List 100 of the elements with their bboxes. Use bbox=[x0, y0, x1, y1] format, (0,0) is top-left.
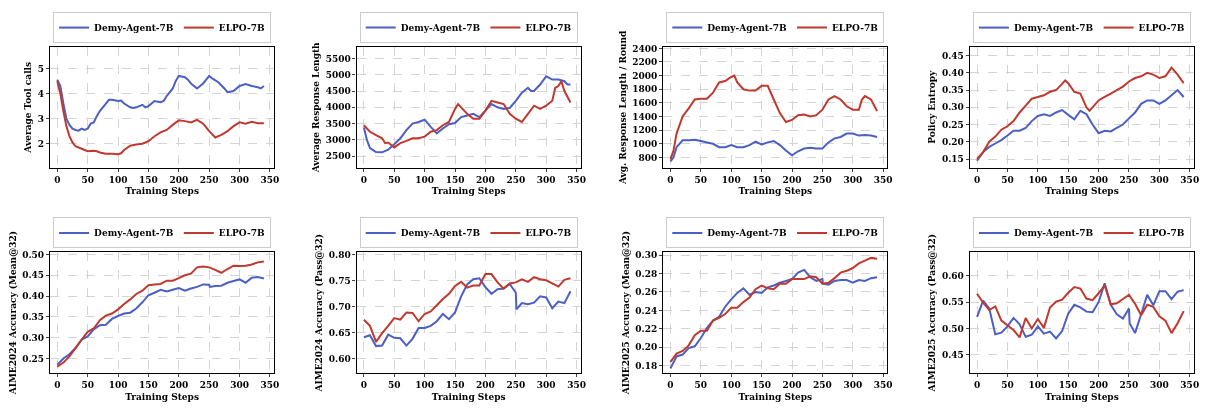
y-tick-label: 3500 bbox=[325, 118, 351, 129]
y-axis-title: Average Response Length bbox=[310, 41, 321, 174]
line-series bbox=[56, 260, 265, 368]
x-tick-label: 50 bbox=[694, 379, 708, 390]
x-tick-label: 200 bbox=[782, 174, 802, 185]
y-tick-label: 2200 bbox=[632, 57, 658, 68]
x-tick-label: 100 bbox=[1028, 379, 1048, 390]
x-tick-label: 150 bbox=[1058, 379, 1078, 390]
x-axis-title: Training Steps bbox=[431, 391, 506, 402]
x-tick-label: 250 bbox=[199, 379, 219, 390]
y-tick-label: 0.35 bbox=[22, 312, 45, 322]
y-tick-label: 2 bbox=[37, 138, 45, 149]
legend-label: Demy-Agent-7B bbox=[400, 228, 481, 239]
x-tick-label: 0 bbox=[667, 174, 674, 185]
x-tick-label: 100 bbox=[108, 379, 128, 390]
legend-label: ELPO-7B bbox=[218, 23, 265, 34]
line-series bbox=[669, 132, 879, 163]
x-tick-label: 150 bbox=[1058, 174, 1078, 185]
legend-label: ELPO-7B bbox=[218, 228, 265, 239]
line-series bbox=[56, 79, 265, 156]
y-tick-label: 0.45 bbox=[941, 50, 964, 61]
y-tick-label: 0.35 bbox=[941, 85, 964, 96]
x-tick-label: 50 bbox=[388, 174, 401, 185]
x-tick-label: 100 bbox=[415, 379, 435, 390]
y-axis-title: AIME2024 Accuracy (Mean@32) bbox=[7, 231, 18, 396]
y-axis-title: Avg. Response Length / Round bbox=[617, 29, 628, 186]
y-axis-title: AIME2025 Accuracy (Mean@32) bbox=[620, 231, 631, 396]
x-tick-label: 300 bbox=[536, 174, 556, 185]
x-tick-label: 300 bbox=[843, 379, 863, 390]
y-tick-label: 4 bbox=[37, 88, 45, 99]
y-axis-title: Policy Entropy bbox=[927, 70, 938, 144]
line-series bbox=[56, 275, 265, 366]
y-tick-label: 0.75 bbox=[328, 276, 351, 286]
line-series bbox=[976, 66, 1185, 160]
x-tick-label: 150 bbox=[139, 379, 158, 390]
y-tick-label: 5500 bbox=[325, 53, 351, 64]
y-tick-label: 0.50 bbox=[22, 249, 45, 260]
x-tick-label: 100 bbox=[721, 174, 741, 185]
y-tick-label: 0.70 bbox=[328, 301, 351, 312]
legend-label: ELPO-7B bbox=[1138, 23, 1185, 34]
x-tick-label: 100 bbox=[1028, 174, 1048, 185]
legend-label: ELPO-7B bbox=[832, 23, 879, 34]
y-tick-label: 0.25 bbox=[941, 119, 964, 130]
legend-label: Demy-Agent-7B bbox=[94, 228, 174, 239]
x-tick-label: 250 bbox=[199, 174, 219, 185]
y-tick-label: 1600 bbox=[632, 98, 658, 109]
y-tick-label: 0.45 bbox=[941, 349, 964, 360]
x-axis-title: Training Steps bbox=[125, 391, 199, 402]
x-tick-label: 350 bbox=[873, 379, 893, 390]
x-tick-label: 200 bbox=[169, 379, 189, 390]
x-tick-label: 250 bbox=[813, 174, 832, 185]
x-tick-label: 0 bbox=[360, 379, 368, 390]
x-tick-label: 100 bbox=[721, 379, 741, 390]
x-tick-label: 200 bbox=[1089, 174, 1108, 185]
x-tick-label: 350 bbox=[1180, 174, 1200, 185]
line-series bbox=[56, 74, 265, 132]
legend-label: Demy-Agent-7B bbox=[707, 228, 788, 239]
y-tick-label: 4000 bbox=[325, 102, 351, 113]
x-tick-label: 350 bbox=[567, 379, 586, 390]
y-tick-label: 0.15 bbox=[941, 154, 964, 165]
x-tick-label: 50 bbox=[388, 379, 401, 390]
x-tick-label: 150 bbox=[445, 379, 465, 390]
y-tick-label: 3000 bbox=[325, 135, 351, 146]
y-tick-label: 0.25 bbox=[22, 353, 45, 364]
y-tick-label: 0.50 bbox=[941, 323, 964, 334]
x-tick-label: 350 bbox=[873, 174, 893, 185]
x-tick-label: 300 bbox=[843, 174, 863, 185]
x-axis-title: Training Steps bbox=[1045, 186, 1119, 197]
y-tick-label: 0.80 bbox=[328, 250, 351, 261]
x-tick-label: 0 bbox=[667, 379, 674, 390]
y-tick-label: 0.18 bbox=[635, 360, 658, 371]
x-tick-label: 300 bbox=[536, 379, 556, 390]
x-tick-label: 300 bbox=[1149, 174, 1169, 185]
x-tick-label: 200 bbox=[1089, 379, 1108, 390]
x-tick-label: 250 bbox=[506, 379, 526, 390]
x-axis-title: Training Steps bbox=[431, 186, 506, 197]
x-tick-label: 200 bbox=[782, 379, 802, 390]
x-tick-label: 150 bbox=[752, 379, 772, 390]
y-tick-label: 1200 bbox=[632, 125, 658, 136]
y-tick-label: 0.20 bbox=[941, 136, 964, 147]
y-tick-label: 0.60 bbox=[941, 271, 964, 282]
x-tick-label: 0 bbox=[973, 379, 981, 390]
y-tick-label: 0.26 bbox=[635, 287, 658, 298]
x-tick-label: 150 bbox=[139, 174, 158, 185]
legend-label: ELPO-7B bbox=[1138, 228, 1185, 239]
x-tick-label: 350 bbox=[1180, 379, 1200, 390]
y-axis-title: Average Tool calls bbox=[23, 61, 34, 154]
x-tick-label: 300 bbox=[1149, 379, 1169, 390]
x-tick-label: 0 bbox=[360, 174, 368, 185]
x-axis-title: Training Steps bbox=[125, 186, 199, 197]
x-tick-label: 250 bbox=[1119, 174, 1139, 185]
x-tick-label: 150 bbox=[445, 174, 465, 185]
y-tick-label: 1800 bbox=[632, 84, 658, 95]
x-tick-label: 0 bbox=[973, 174, 981, 185]
x-tick-label: 0 bbox=[54, 379, 61, 390]
y-tick-label: 0.40 bbox=[22, 291, 45, 302]
x-tick-label: 250 bbox=[506, 174, 526, 185]
x-tick-label: 300 bbox=[230, 379, 249, 390]
x-tick-label: 100 bbox=[108, 174, 128, 185]
x-tick-label: 350 bbox=[260, 379, 280, 390]
